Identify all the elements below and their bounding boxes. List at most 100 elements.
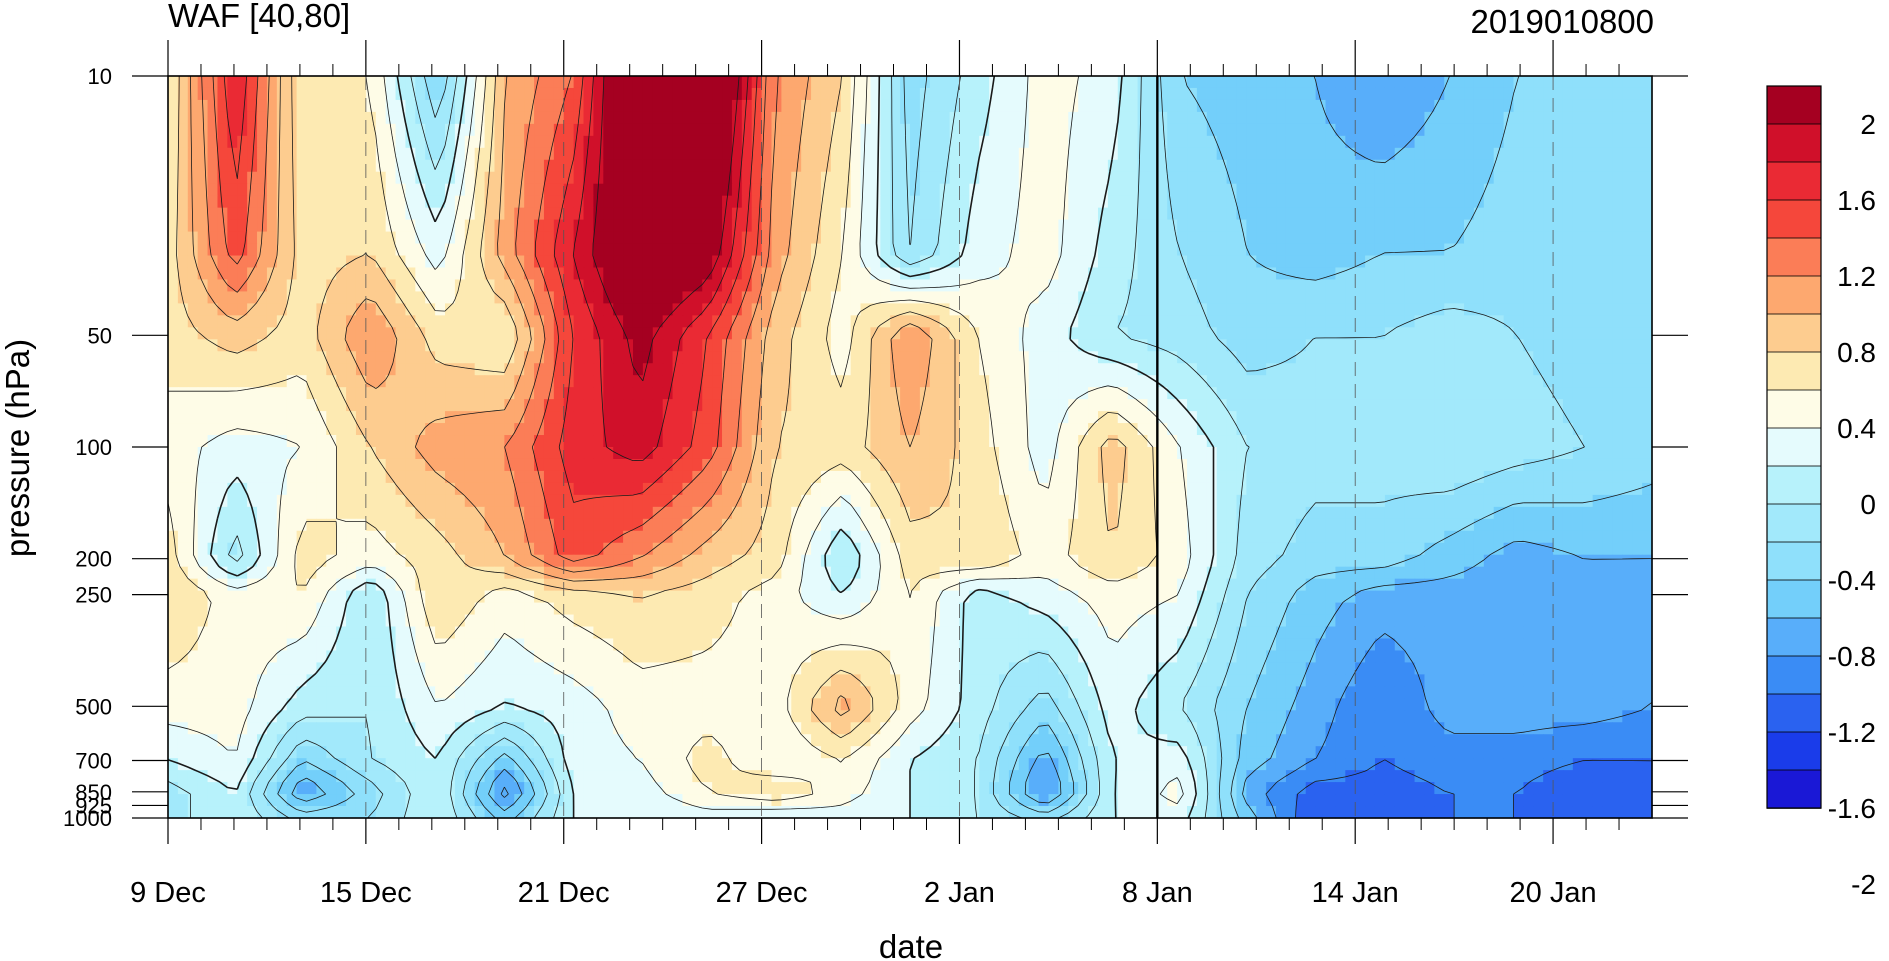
field-cell bbox=[1058, 327, 1069, 340]
field-cell bbox=[1038, 339, 1050, 352]
field-cell bbox=[702, 327, 713, 340]
field-cell bbox=[326, 303, 337, 316]
field-cell bbox=[1365, 135, 1376, 149]
field-cell bbox=[1483, 375, 1495, 388]
field-cell bbox=[1187, 327, 1198, 340]
field-cell bbox=[257, 99, 268, 113]
field-cell bbox=[1355, 423, 1366, 436]
field-cell bbox=[1473, 99, 1485, 113]
field-cell bbox=[1038, 279, 1050, 293]
field-cell bbox=[682, 327, 693, 340]
field-cell bbox=[385, 135, 397, 149]
field-cell bbox=[949, 195, 961, 209]
field-cell bbox=[791, 183, 802, 197]
field-cell bbox=[1315, 375, 1327, 388]
field-cell bbox=[1533, 87, 1544, 101]
field-cell bbox=[771, 435, 782, 448]
field-cell bbox=[365, 147, 377, 161]
field-cell bbox=[1553, 423, 1564, 436]
field-cell bbox=[623, 303, 634, 316]
field-cell bbox=[296, 111, 308, 125]
field-cell bbox=[662, 315, 674, 328]
field-cell bbox=[1315, 159, 1327, 173]
field-cell bbox=[860, 183, 872, 197]
field-cell bbox=[514, 339, 525, 352]
field-cell bbox=[435, 171, 446, 185]
field-cell bbox=[1018, 435, 1030, 448]
field-cell bbox=[257, 470, 268, 484]
field-cell bbox=[771, 387, 782, 400]
field-cell bbox=[1305, 339, 1317, 352]
field-cell bbox=[613, 351, 624, 364]
field-cell bbox=[1018, 291, 1030, 304]
field-cell bbox=[563, 147, 575, 161]
field-cell bbox=[227, 111, 238, 125]
field-cell bbox=[306, 231, 317, 245]
field-cell bbox=[563, 219, 575, 233]
field-cell bbox=[593, 195, 604, 209]
field-cell bbox=[1642, 207, 1653, 221]
field-cell bbox=[405, 411, 416, 424]
field-cell bbox=[1572, 183, 1584, 197]
field-cell bbox=[1068, 231, 1079, 245]
field-cell bbox=[1612, 219, 1623, 233]
field-cell bbox=[1414, 315, 1426, 328]
field-cell bbox=[1493, 375, 1505, 388]
field-cell bbox=[1464, 159, 1475, 173]
field-cell bbox=[514, 363, 525, 376]
field-cell bbox=[1266, 303, 1277, 316]
field-cell bbox=[464, 111, 476, 125]
field-cell bbox=[1582, 458, 1594, 472]
field-cell bbox=[1622, 159, 1633, 173]
field-cell bbox=[197, 399, 209, 412]
field-cell bbox=[662, 447, 674, 460]
field-cell bbox=[385, 423, 397, 436]
field-cell bbox=[900, 303, 911, 316]
field-cell bbox=[1285, 99, 1297, 113]
field-cell bbox=[939, 291, 951, 304]
field-cell bbox=[791, 411, 802, 424]
field-cell bbox=[524, 458, 535, 472]
field-cell bbox=[217, 315, 228, 328]
field-cell bbox=[534, 339, 545, 352]
field-cell bbox=[791, 303, 802, 316]
field-cell bbox=[801, 195, 812, 209]
field-cell bbox=[336, 159, 347, 173]
field-cell bbox=[1562, 195, 1574, 209]
field-cell bbox=[1088, 327, 1099, 340]
field-cell bbox=[207, 243, 219, 257]
field-cell bbox=[227, 279, 238, 293]
field-cell bbox=[484, 219, 496, 233]
field-cell bbox=[1018, 123, 1030, 137]
field-cell bbox=[1543, 351, 1554, 364]
field-cell bbox=[1454, 399, 1465, 412]
field-cell bbox=[365, 327, 377, 340]
field-cell bbox=[623, 195, 634, 209]
field-cell bbox=[1642, 435, 1653, 448]
field-cell bbox=[722, 195, 733, 209]
field-cell bbox=[1533, 267, 1544, 281]
field-cell bbox=[1632, 327, 1643, 340]
field-cell bbox=[266, 351, 278, 364]
field-cell bbox=[979, 195, 990, 209]
field-cell bbox=[880, 159, 891, 173]
field-cell bbox=[1513, 291, 1524, 304]
field-cell bbox=[286, 303, 298, 316]
field-cell bbox=[999, 279, 1010, 293]
field-cell bbox=[553, 99, 565, 113]
field-cell bbox=[316, 135, 327, 149]
field-cell bbox=[464, 231, 476, 245]
field-cell bbox=[1365, 87, 1376, 101]
field-cell bbox=[573, 351, 585, 364]
field-cell bbox=[1187, 303, 1198, 316]
field-cell bbox=[692, 375, 703, 388]
field-cell bbox=[1216, 363, 1228, 376]
field-cell bbox=[1147, 423, 1158, 436]
field-cell bbox=[999, 339, 1010, 352]
field-cell bbox=[415, 147, 426, 161]
field-cell bbox=[919, 183, 931, 197]
field-cell bbox=[355, 315, 367, 328]
field-cell bbox=[949, 171, 961, 185]
field-cell bbox=[1285, 243, 1297, 257]
field-cell bbox=[1107, 87, 1119, 101]
